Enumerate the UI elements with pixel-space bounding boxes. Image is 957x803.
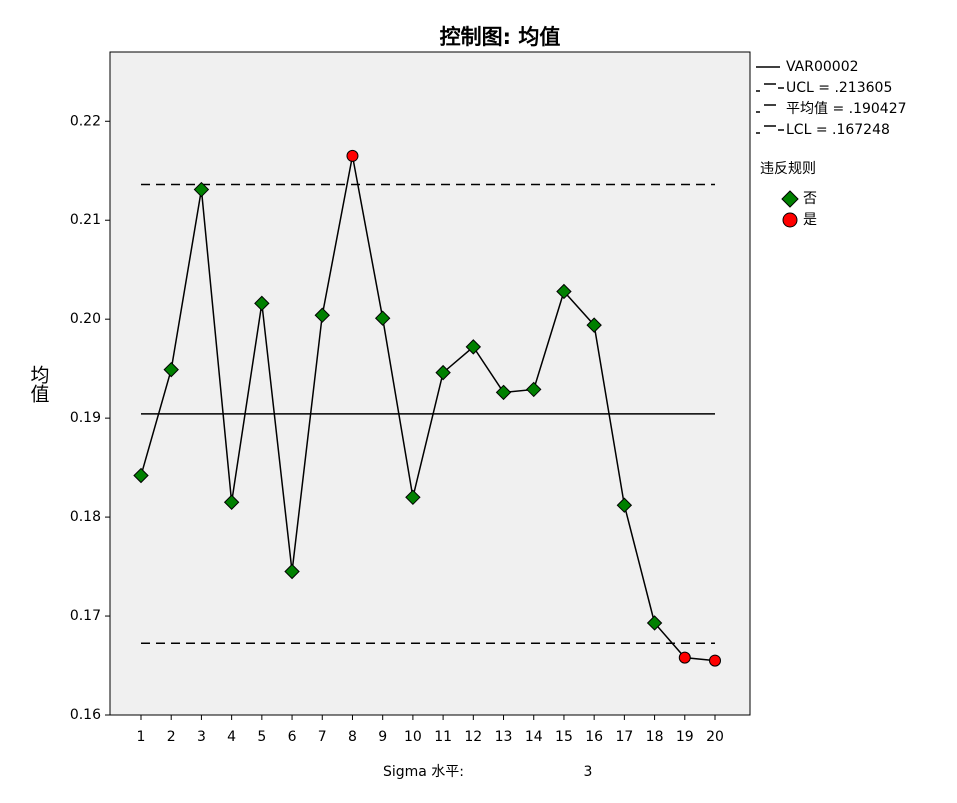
point-marker [284, 563, 300, 580]
y-tick-label: 0.20 [70, 311, 101, 327]
x-tick-label: 19 [676, 729, 694, 745]
point-marker [495, 384, 512, 401]
point-marker [465, 339, 482, 355]
legend-label: LCL = .167248 [786, 122, 890, 138]
point-marker [346, 149, 359, 162]
y-tick-label: 0.17 [70, 608, 101, 624]
legend-title: 违反规则 [760, 161, 816, 177]
y-tick-label: 0.21 [70, 212, 101, 228]
point-marker [193, 181, 210, 198]
x-tick-label: 10 [404, 729, 422, 745]
x-tick-label: 1 [137, 729, 146, 745]
legend-line [756, 125, 784, 134]
x-axis-label: Sigma 水平: [383, 764, 464, 780]
legend-label: VAR00002 [786, 59, 859, 75]
point-marker [133, 467, 149, 484]
x-tick-label: 3 [197, 729, 206, 745]
point-marker [556, 283, 572, 300]
legend-line [756, 83, 784, 92]
legend-label: 否 [803, 191, 817, 207]
y-tick-label: 0.19 [70, 410, 101, 426]
point-marker [616, 497, 633, 513]
x-tick-label: 6 [288, 729, 297, 745]
legend-line [756, 104, 776, 113]
x-tick-label: 7 [318, 729, 327, 745]
legend-label: 是 [803, 212, 817, 228]
point-marker [254, 295, 270, 312]
x-tick-label: 16 [585, 729, 603, 745]
x-tick-label: 20 [706, 729, 724, 745]
x-tick-label: 2 [167, 729, 176, 745]
point-marker [405, 489, 421, 506]
point-marker [435, 364, 451, 381]
point-marker [678, 651, 691, 664]
point-marker [163, 361, 179, 378]
legend-label: UCL = .213605 [786, 80, 892, 96]
x-tick-label: 9 [378, 729, 387, 745]
point-marker [646, 615, 663, 631]
y-tick-label: 0.22 [70, 113, 101, 129]
x-tick-label: 15 [555, 729, 573, 745]
point-marker [374, 310, 391, 326]
sigma-level: 3 [584, 764, 593, 780]
x-tick-label: 13 [495, 729, 513, 745]
x-tick-label: 5 [257, 729, 266, 745]
point-marker [314, 307, 330, 323]
x-tick-label: 8 [348, 729, 357, 745]
data-line [140, 155, 716, 662]
point-marker [586, 317, 602, 333]
x-tick-label: 4 [227, 729, 236, 745]
legend-marker [782, 212, 798, 228]
plot-area [109, 51, 751, 716]
legend-label: 平均值 = .190427 [786, 101, 907, 117]
y-tick-label: 0.18 [70, 509, 101, 525]
y-tick-label: 0.16 [70, 707, 101, 723]
x-tick-label: 17 [615, 729, 633, 745]
chart-title: 控制图: 均值 [440, 25, 561, 49]
y-axis-label: 均值 [28, 365, 50, 403]
x-tick-label: 14 [525, 729, 543, 745]
point-marker [223, 494, 240, 510]
legend-marker [781, 190, 799, 208]
x-tick-label: 12 [464, 729, 482, 745]
x-tick-label: 18 [646, 729, 664, 745]
x-tick-label: 11 [434, 729, 452, 745]
point-marker [526, 381, 542, 398]
point-marker [709, 654, 721, 667]
